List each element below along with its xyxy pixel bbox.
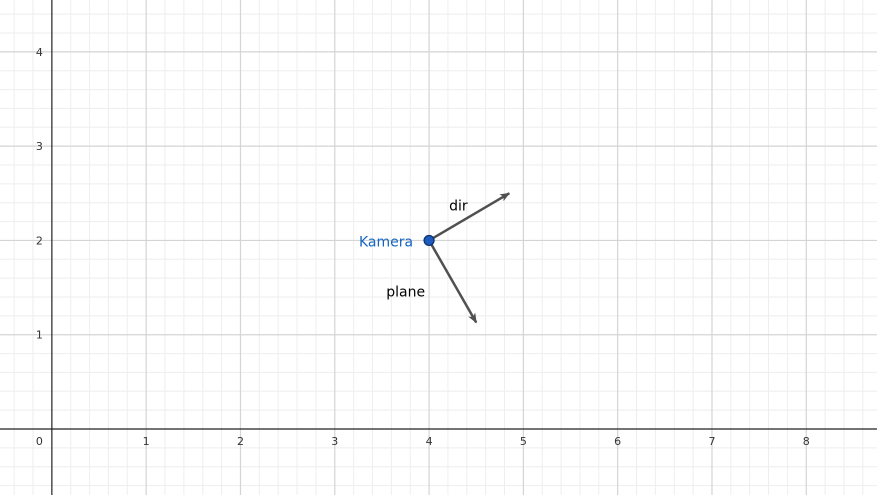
y-tick-label: 4 — [36, 46, 43, 59]
point-kamera — [423, 234, 435, 247]
x-tick-label: 3 — [331, 435, 338, 448]
x-tick-label: 8 — [803, 435, 810, 448]
vector-dir — [428, 192, 511, 242]
y-tick-label: 1 — [36, 329, 43, 342]
vector-plane — [427, 239, 478, 324]
vectors: dir plane — [386, 192, 511, 324]
x-tick-label: 1 — [143, 435, 150, 448]
y-tick-label: 2 — [36, 234, 43, 247]
x-tick-label: 2 — [237, 435, 244, 448]
x-tick-label: 4 — [426, 435, 433, 448]
origin-label: 0 — [36, 435, 43, 448]
tick-labels: 1 2 3 4 5 6 7 8 1 2 3 4 0 — [36, 46, 810, 448]
vector-label-dir: dir — [449, 198, 468, 214]
x-tick-label: 5 — [520, 435, 527, 448]
points: Kamera — [359, 234, 435, 250]
x-tick-label: 6 — [614, 435, 621, 448]
point-label-kamera: Kamera — [359, 234, 413, 250]
y-tick-label: 3 — [36, 140, 43, 153]
x-tick-label: 7 — [708, 435, 715, 448]
vector-label-plane: plane — [386, 284, 425, 300]
